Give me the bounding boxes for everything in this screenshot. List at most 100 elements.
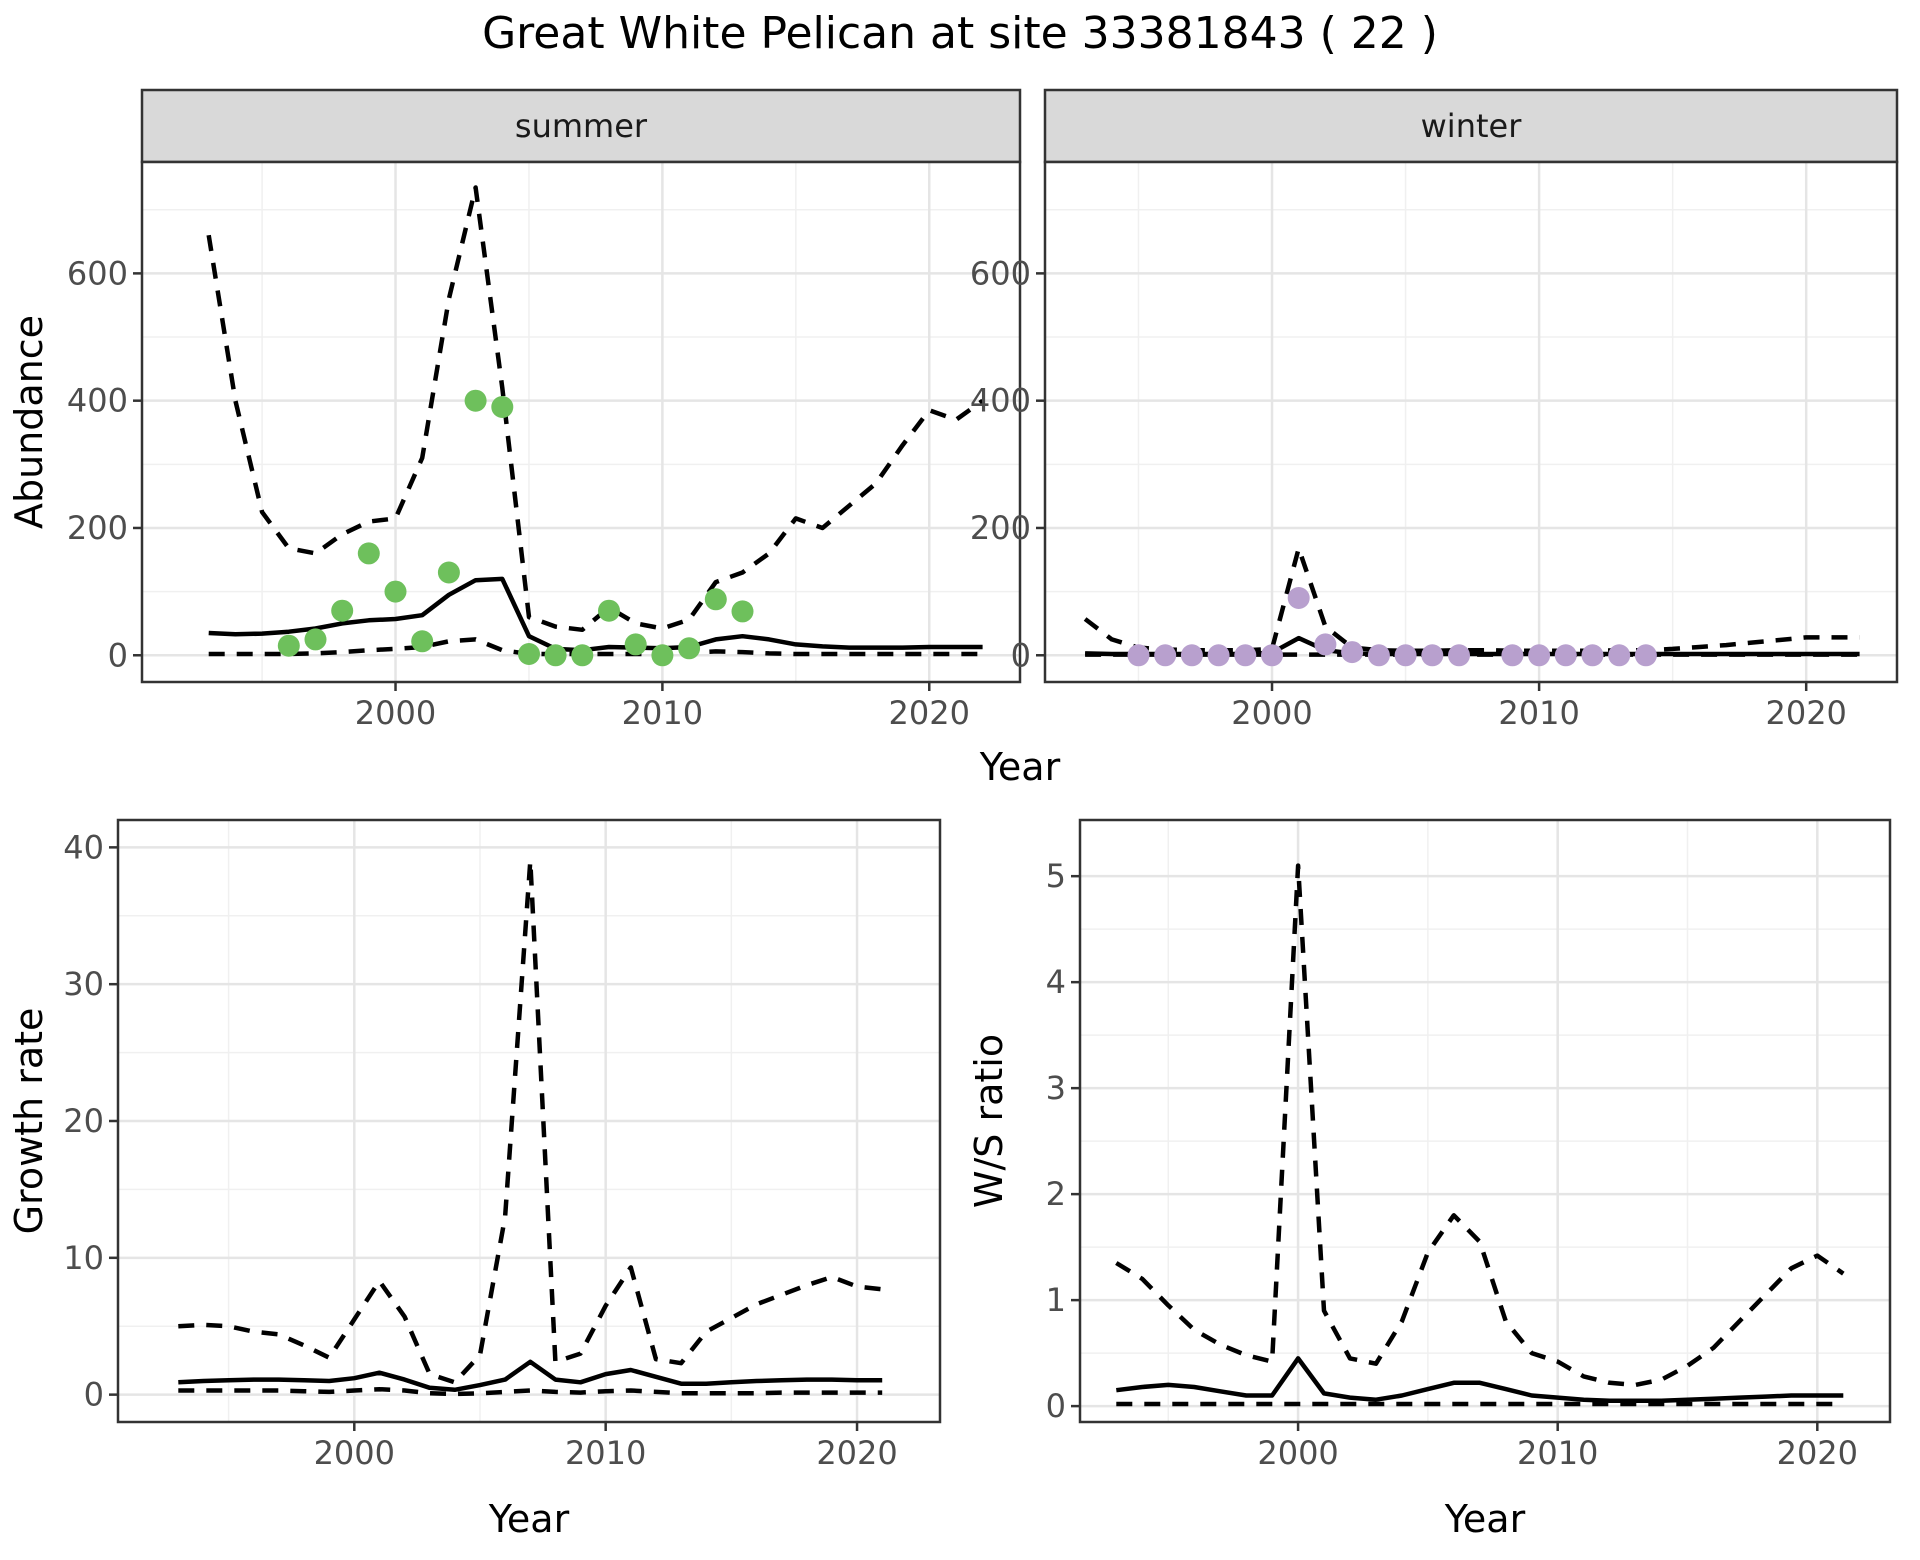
obs-point — [704, 588, 727, 611]
obs-point — [1287, 587, 1310, 609]
bottom-right-year-axis-title: Year — [1444, 1497, 1526, 1541]
y-tick-label: 2 — [1046, 1175, 1066, 1213]
y-tick-label: 20 — [63, 1102, 104, 1140]
panel-abundance-summer: 2000 2010 2020 0 200 400 600 — [67, 160, 1022, 732]
abundance-summer-panel-border — [140, 160, 1022, 684]
abundance-winter-upper_ci-line — [1083, 546, 1860, 654]
bottom-left-year-axis-title: Year — [488, 1497, 570, 1541]
panel-ws-ratio: 2000 2010 2020 0 1 2 3 4 5 — [1046, 818, 1892, 1472]
top-year-axis-title: Year — [979, 745, 1061, 789]
facet-strip-summer-label: summer — [515, 107, 648, 145]
growth-rate-lower_ci-line — [178, 1386, 883, 1397]
obs-point — [1394, 644, 1417, 667]
y-tick-label: 0 — [84, 1376, 104, 1414]
ws-ratio-axis-title: W/S ratio — [967, 1034, 1011, 1208]
obs-point — [1501, 644, 1524, 667]
facet-strip-winter-background — [1043, 88, 1899, 164]
y-tick-label: 200 — [67, 509, 128, 547]
obs-point — [1180, 644, 1203, 667]
ws-ratio-plot-area — [1115, 863, 1845, 1407]
obs-point — [411, 630, 434, 653]
y-tick-label: 400 — [67, 382, 128, 420]
x-tick-label: 2020 — [889, 694, 970, 732]
obs-point — [518, 643, 540, 665]
x-tick-label: 2000 — [1257, 1434, 1338, 1472]
obs-point — [304, 628, 327, 651]
obs-point — [1421, 644, 1444, 667]
facet-strip-winter-label: winter — [1421, 107, 1523, 145]
obs-point — [624, 633, 647, 656]
facet-strip-summer-background — [140, 88, 1022, 164]
facet-strip-winter: winter — [1043, 88, 1899, 164]
obs-point — [357, 542, 380, 565]
x-tick-label: 2010 — [1517, 1434, 1598, 1472]
growth-rate-median-line — [178, 1359, 883, 1393]
x-tick-label: 2000 — [1231, 694, 1312, 732]
obs-point — [1608, 644, 1631, 667]
y-tick-label: 0 — [108, 636, 128, 674]
obs-point — [731, 600, 754, 623]
obs-point — [1341, 641, 1364, 664]
x-tick-label: 2020 — [1765, 694, 1846, 732]
x-tick-label: 2010 — [565, 1434, 646, 1472]
obs-point — [1448, 644, 1470, 667]
y-tick-label: 0 — [1046, 1387, 1066, 1425]
y-tick-label: 0 — [1011, 636, 1031, 674]
facet-strip-summer: summer — [140, 88, 1022, 164]
y-tick-label: 1 — [1046, 1281, 1066, 1319]
abundance-summer-upper_ci-line — [206, 185, 984, 633]
abundance-summer-median-line — [208, 576, 983, 653]
obs-point — [544, 644, 567, 667]
y-tick-label: 40 — [63, 828, 104, 866]
obs-point — [1581, 644, 1604, 667]
abundance-winter-obs-points — [1127, 587, 1657, 667]
obs-point — [1314, 633, 1337, 656]
obs-point — [1207, 644, 1230, 667]
growth-rate-upper_ci-line — [178, 858, 883, 1385]
y-tick-label: 200 — [970, 509, 1031, 547]
y-tick-label: 10 — [63, 1239, 104, 1277]
obs-point — [571, 644, 594, 667]
obs-point — [1261, 644, 1283, 667]
x-tick-label: 2020 — [816, 1434, 897, 1472]
panel-abundance-winter: 2000 2010 2020 0 200 400 600 — [970, 160, 1899, 732]
obs-point — [1127, 644, 1150, 667]
ws-ratio-panel-background — [1080, 820, 1890, 1422]
y-tick-label: 600 — [970, 254, 1031, 292]
x-tick-label: 2010 — [1498, 694, 1579, 732]
obs-point — [1367, 644, 1390, 667]
obs-point — [598, 599, 620, 622]
abundance-winter-plot-area — [1083, 546, 1860, 667]
abundance-axis-title: Abundance — [7, 315, 51, 529]
obs-point — [464, 389, 487, 412]
obs-point — [1154, 644, 1177, 667]
obs-point — [437, 561, 460, 584]
obs-point — [491, 396, 514, 418]
abundance-summer-lower_ci-line — [208, 637, 983, 657]
chart-title: Great White Pelican at site 33381843 ( 2… — [482, 8, 1438, 59]
growth-rate-axis-title: Growth rate — [7, 1008, 51, 1235]
y-tick-label: 4 — [1046, 963, 1066, 1001]
obs-point — [1554, 644, 1577, 667]
x-tick-label: 2000 — [314, 1434, 395, 1472]
obs-point — [651, 644, 674, 667]
abundance-summer-panel-background — [142, 162, 1020, 682]
obs-point — [1234, 644, 1257, 667]
x-tick-label: 2020 — [1777, 1434, 1858, 1472]
ws-ratio-median-line — [1116, 1356, 1844, 1404]
abundance-winter-panel-border — [1043, 160, 1899, 684]
y-tick-label: 5 — [1046, 857, 1066, 895]
y-tick-label: 3 — [1046, 1069, 1066, 1107]
y-tick-label: 30 — [63, 965, 104, 1003]
y-tick-label: 400 — [970, 382, 1031, 420]
x-tick-label: 2000 — [355, 694, 436, 732]
x-tick-label: 2010 — [622, 694, 703, 732]
obs-point — [678, 637, 701, 660]
abundance-summer-obs-points — [277, 389, 754, 667]
obs-point — [1528, 644, 1551, 667]
panel-growth-rate: 2000 2010 2020 0 10 20 30 40 — [63, 818, 942, 1472]
ws-ratio-panel-border — [1078, 818, 1892, 1424]
abundance-summer-plot-area — [206, 185, 984, 667]
